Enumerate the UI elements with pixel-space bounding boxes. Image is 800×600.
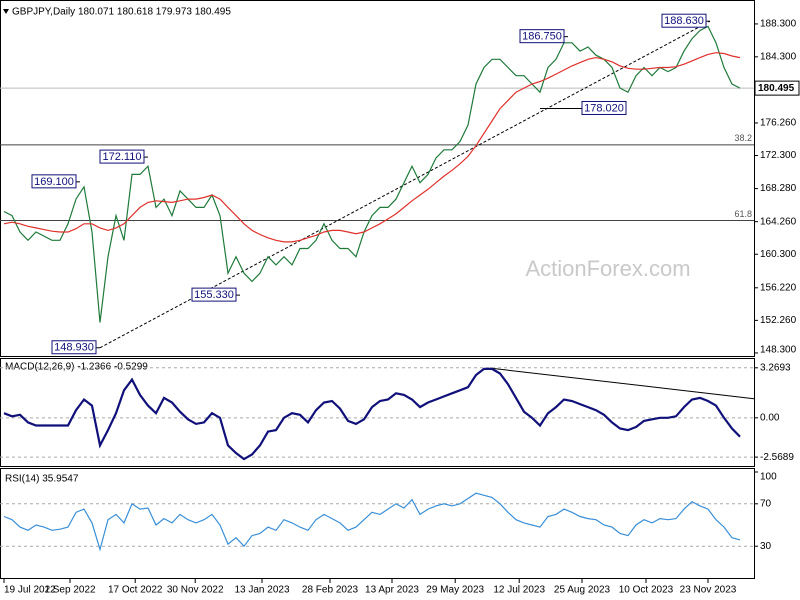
annotation-label: 186.750 [522, 31, 562, 43]
last-price-box [754, 80, 800, 96]
x-tick-label: 30 Nov 2022 [167, 585, 224, 596]
annotation-box [581, 100, 627, 115]
menu-icon [3, 9, 9, 14]
x-tick-label: 28 Feb 2023 [302, 585, 359, 596]
panel-title: GBPJPY,Daily 180.071 180.618 179.973 180… [12, 7, 231, 18]
y-tick-label: 188.300 [760, 19, 797, 30]
price-panel [0, 0, 755, 357]
rsi-panel [0, 468, 755, 579]
series-line [3, 52, 741, 243]
annotation-box [51, 340, 97, 355]
panel-title: MACD(12,26,9) -1.2366 -0.5299 [5, 362, 148, 373]
trendline [489, 367, 755, 400]
last-price-label: 180.495 [758, 83, 795, 94]
x-tick-label: 1 Sep 2022 [44, 585, 96, 596]
x-tick-label: 23 Nov 2023 [680, 585, 737, 596]
annotation-box [191, 287, 237, 302]
y-tick-label: 160.300 [760, 249, 797, 260]
y-tick-label: 3.2693 [760, 362, 791, 373]
fib-label: 38.2 [734, 133, 752, 143]
y-tick-label: 156.220 [760, 282, 797, 293]
y-tick-label: 168.280 [760, 183, 797, 194]
annotation-label: 172.110 [103, 151, 142, 163]
annotation-label: 169.100 [34, 176, 74, 188]
y-tick-label: 70 [760, 498, 772, 509]
macd-panel [0, 358, 755, 467]
y-tick-label: 30 [760, 541, 772, 552]
y-tick-label: 100 [760, 472, 777, 483]
x-tick-label: 13 Apr 2023 [365, 585, 419, 596]
y-tick-label: 148.300 [760, 345, 797, 356]
y-tick-label: 164.260 [760, 216, 797, 227]
y-tick-label: 152.260 [760, 315, 797, 326]
annotation-label: 188.630 [664, 15, 704, 27]
series-line [3, 492, 741, 552]
x-tick-label: 10 Oct 2023 [619, 585, 674, 596]
y-tick-label: -2.5689 [760, 452, 794, 463]
annotation-label: 178.020 [584, 102, 624, 114]
y-tick-label: 176.260 [760, 118, 797, 129]
annotation-box [661, 13, 707, 28]
annotation-label: 155.330 [194, 289, 234, 301]
panel-title: RSI(14) 35.9547 [5, 474, 79, 485]
x-tick-label: 13 Jan 2023 [234, 585, 289, 596]
x-tick-label: 17 Oct 2022 [108, 585, 163, 596]
x-tick-label: 25 Aug 2023 [554, 585, 611, 596]
x-tick-label: 29 May 2023 [426, 585, 484, 596]
y-tick-label: 172.300 [760, 150, 797, 161]
x-tick-label: 19 Jul 2022 [4, 585, 56, 596]
annotation-box [519, 29, 565, 44]
x-tick-label: 12 Jul 2023 [493, 585, 545, 596]
watermark: ActionForex.com [525, 256, 690, 281]
y-tick-label: 184.300 [760, 51, 797, 62]
fib-label: 61.8 [734, 209, 752, 219]
annotation-box [31, 174, 77, 189]
series-line [3, 367, 741, 461]
series-line [3, 25, 741, 323]
annotation-box [99, 149, 145, 164]
annotation-label: 148.930 [54, 342, 94, 354]
y-tick-label: 0.00 [760, 412, 780, 423]
